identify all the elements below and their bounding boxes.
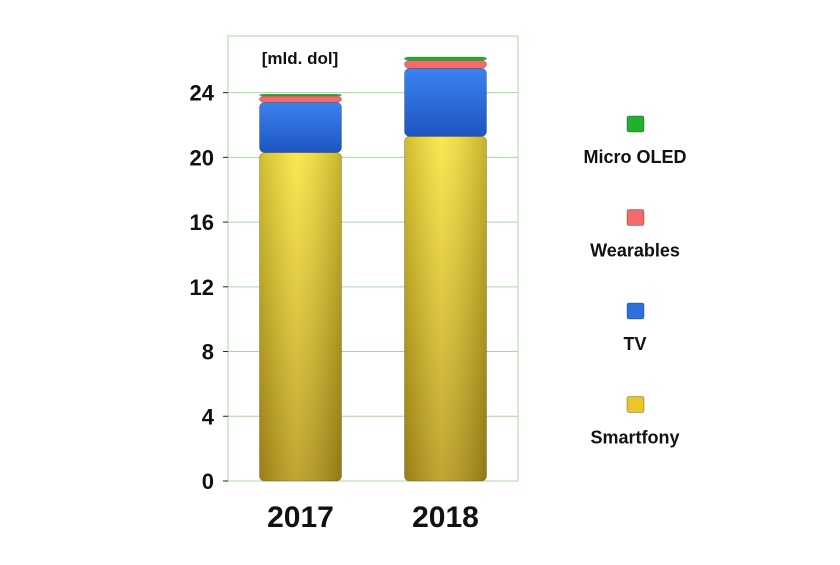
bar-wearables-2017	[259, 95, 342, 103]
legend-label-tv: TV	[623, 334, 646, 354]
plot-frame	[227, 35, 519, 482]
y-tick-label-4: 4	[202, 404, 215, 429]
bar-micro-oled-2018	[404, 56, 487, 61]
unit-label: [mld. dol]	[262, 49, 338, 68]
bar-tv-2017	[259, 101, 342, 153]
y-tick-label-24: 24	[190, 81, 215, 106]
legend-label-micro-oled: Micro OLED	[583, 147, 686, 167]
bar-shade-smartfony-2018	[404, 136, 487, 481]
y-tick-label-12: 12	[190, 275, 214, 300]
bar-shade-smartfony-2017	[259, 152, 342, 481]
y-tick-label-20: 20	[190, 145, 214, 170]
legend-swatch-tv	[626, 302, 645, 320]
y-tick-label-16: 16	[190, 210, 214, 235]
bar-tv-2018	[404, 67, 487, 137]
legend-swatch-wearables	[626, 209, 645, 226]
y-tick-label-8: 8	[202, 340, 214, 365]
y-tick-label-0: 0	[202, 469, 214, 494]
bar-micro-oled-2017	[259, 93, 342, 97]
legend-label-smartfony: Smartfony	[590, 428, 679, 448]
x-tick-label-2018: 2018	[412, 501, 479, 534]
legend-swatch-micro-oled	[626, 115, 645, 133]
legend-label-wearables: Wearables	[590, 241, 680, 261]
legend-swatch-smartfony	[626, 396, 645, 413]
bar-wearables-2018	[404, 59, 487, 69]
x-tick-label-2017: 2017	[267, 501, 334, 534]
